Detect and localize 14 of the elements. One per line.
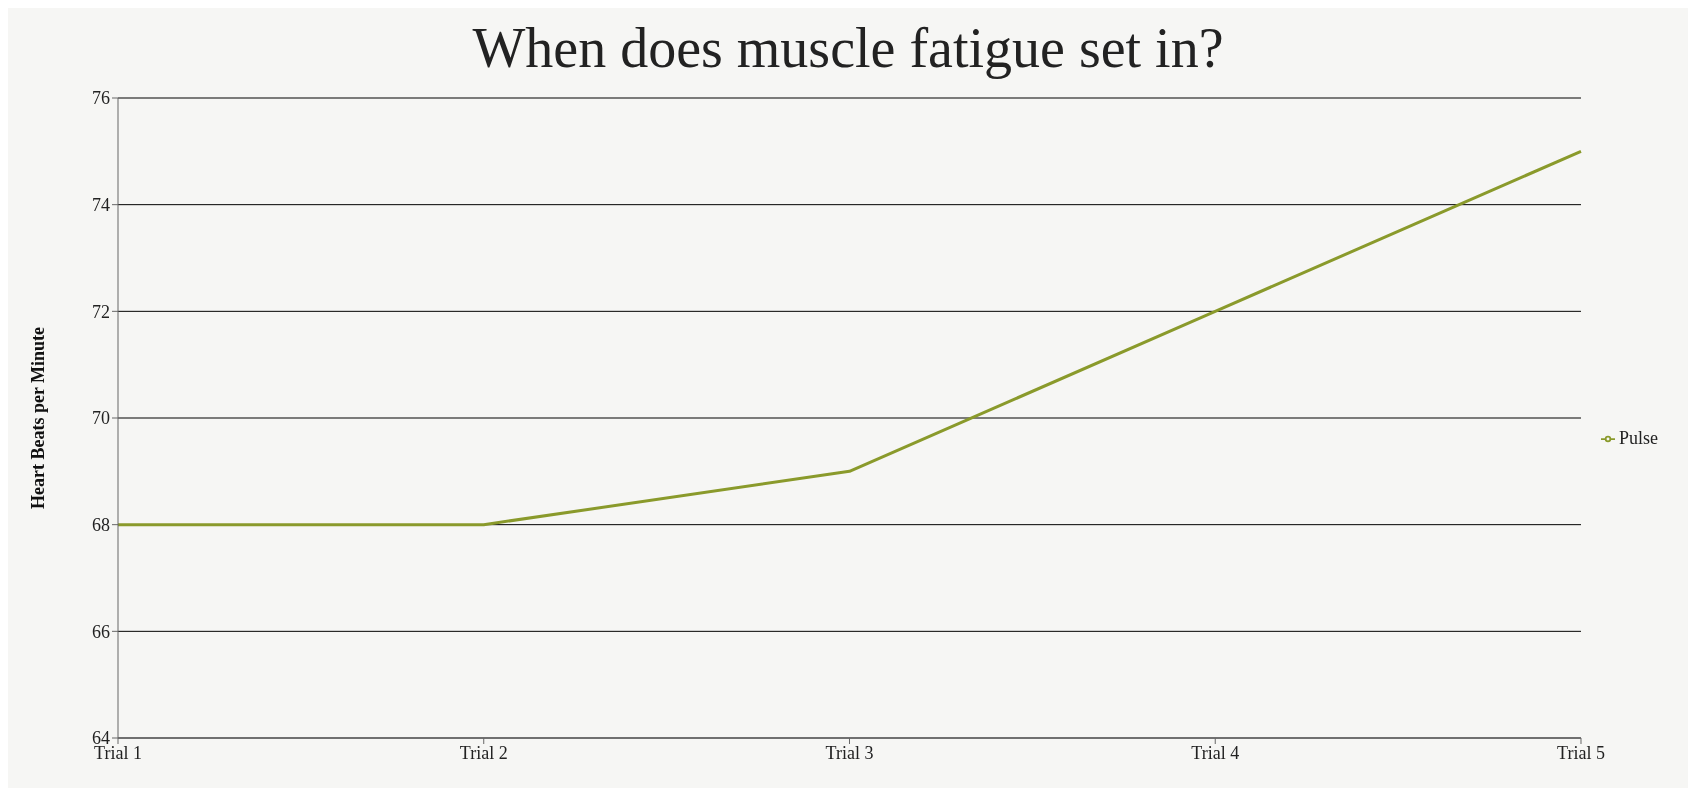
- x-tick-label: Trial 2: [459, 742, 508, 763]
- y-tick-label: 76: [92, 88, 110, 109]
- x-tick-label: Trial 5: [1557, 742, 1605, 763]
- y-tick-label: 70: [92, 408, 110, 429]
- y-tick-label: 66: [92, 621, 110, 642]
- y-tick-label: 72: [92, 301, 110, 322]
- legend-label: Pulse: [1618, 427, 1658, 448]
- line-series: [116, 149, 1583, 527]
- chart-title: When does muscle fatigue set in?: [471, 16, 1225, 81]
- x-tick-label: Trial 3: [825, 742, 874, 763]
- y-tick-label: 74: [92, 195, 110, 216]
- x-tick-label: Trial 4: [1191, 742, 1240, 763]
- y-axis-title: Heart Beats per Minute: [28, 326, 49, 510]
- y-tick-label: 68: [92, 515, 110, 536]
